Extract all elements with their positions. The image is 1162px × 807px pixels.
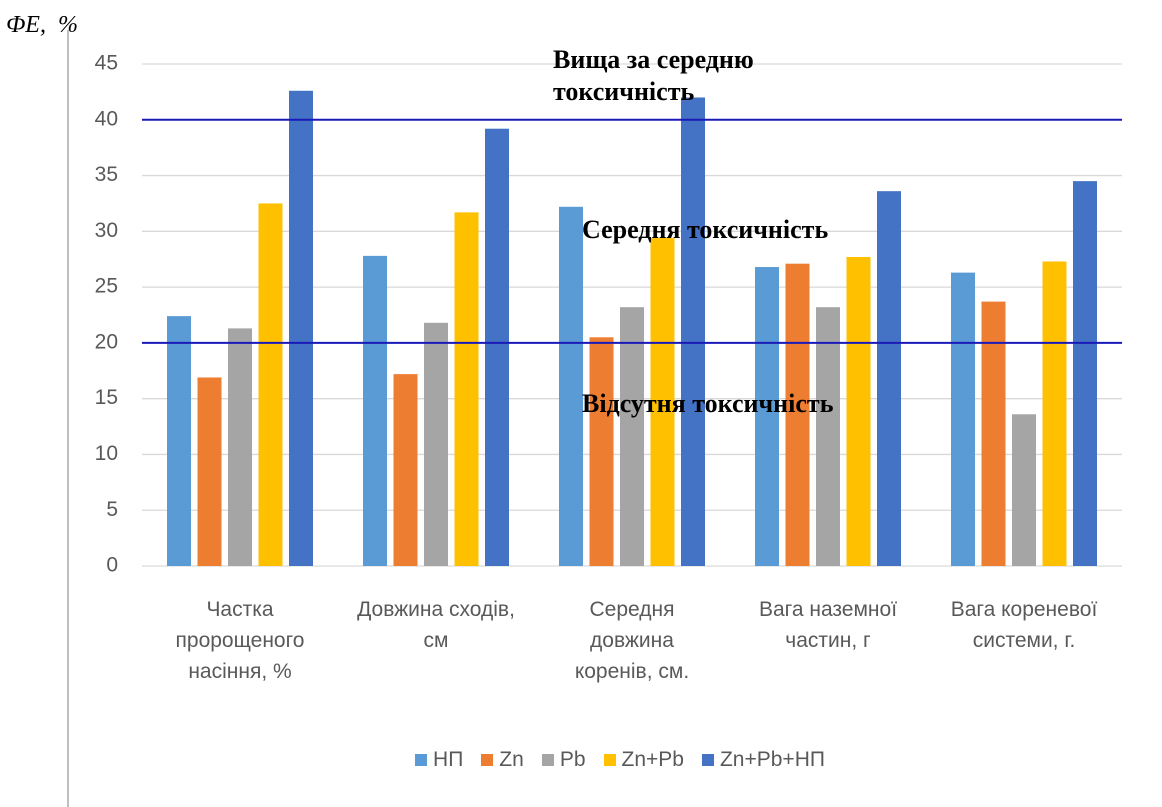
bar [454,212,479,566]
bar [755,267,779,566]
bar [589,337,614,566]
legend-item: Zn [481,748,524,772]
x-tick-label: Частка пророщеного насіння, % [175,598,305,683]
legend-label: Zn+Pb [621,748,684,771]
x-tick-label: Довжина сходів, см [357,598,515,652]
bar [485,128,509,567]
bar [1012,414,1036,566]
legend-label: Zn+Pb+НП [719,748,825,771]
legend-item: Zn+Pb [603,748,684,772]
y-tick-label: 10 [95,442,118,465]
annotation: Середня токсичність [582,215,829,244]
bar [393,374,418,566]
bar [951,272,975,566]
bar [167,316,191,566]
y-tick-label: 35 [95,163,118,186]
bar [846,256,871,566]
y-tick-label: 30 [95,219,118,242]
legend-item: Pb [541,748,586,772]
x-tick-label: Вага наземної частин, г [758,598,898,652]
bar [816,307,840,566]
bar [258,203,283,566]
y-tick-label: 40 [95,107,118,130]
bar [981,301,1006,566]
legend: НП Zn Pb Zn+Pb Zn+Pb+НП [0,748,1162,772]
bar [1073,181,1097,566]
legend-swatch [481,754,494,766]
bar [620,307,644,566]
bar [650,238,675,566]
legend-item: НП [415,748,463,772]
y-axis-label: ФЕ, % [6,12,78,38]
legend-label: НП [433,748,464,771]
bar [424,322,448,566]
legend-item: Zn+Pb+НП [701,748,825,772]
bar [289,90,313,567]
bar [197,377,222,566]
legend-label: Zn [499,748,524,771]
legend-label: Pb [559,748,586,771]
annotation: Вища за середню токсичність [553,45,754,106]
y-tick-label: 25 [95,275,118,298]
legend-swatch [701,754,714,766]
legend-swatch [415,754,428,766]
bar [681,97,705,566]
x-tick-label: Вага кореневої системи, г. [950,598,1098,652]
bar [877,191,901,566]
bar [1042,261,1067,566]
annotation: Відсутня токсичність [582,389,834,418]
legend-swatch [603,754,616,766]
legend-swatch [541,754,554,766]
y-tick-label: 45 [95,52,118,75]
y-tick-label: 15 [95,386,118,409]
bar [785,263,810,566]
y-tick-label: 5 [106,498,118,521]
y-tick-label: 0 [106,554,118,577]
bar [559,206,583,566]
y-tick-label: 20 [95,330,118,353]
bar [228,328,252,566]
bar [363,255,387,566]
x-tick-label: Середня довжина коренів, см. [574,598,690,683]
